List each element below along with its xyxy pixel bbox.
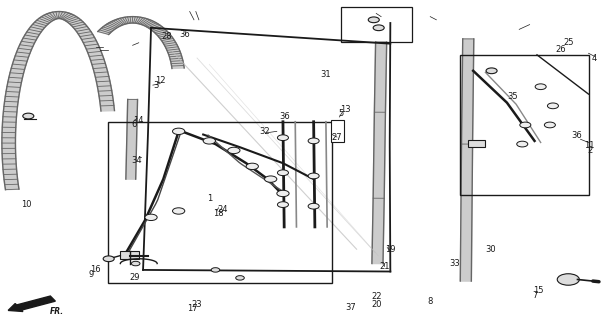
Circle shape [547, 103, 558, 109]
Text: 9: 9 [89, 269, 94, 279]
Text: 6: 6 [132, 120, 137, 130]
Circle shape [308, 203, 319, 209]
Circle shape [517, 141, 528, 147]
Text: 27: 27 [331, 133, 343, 142]
Circle shape [520, 122, 531, 128]
Text: 23: 23 [192, 300, 202, 308]
Circle shape [557, 274, 579, 285]
Text: FR.: FR. [50, 307, 64, 316]
Circle shape [277, 190, 289, 197]
Circle shape [535, 84, 546, 90]
Circle shape [145, 214, 157, 220]
FancyArrow shape [8, 296, 55, 311]
Text: 1: 1 [207, 194, 212, 203]
Text: 33: 33 [450, 259, 460, 268]
Circle shape [103, 256, 114, 262]
Polygon shape [126, 100, 138, 179]
Text: 10: 10 [21, 200, 32, 209]
Circle shape [23, 113, 34, 119]
Bar [341, 7, 412, 42]
Text: 36: 36 [279, 113, 290, 122]
Text: 11: 11 [584, 141, 595, 150]
Circle shape [486, 68, 497, 74]
Circle shape [373, 25, 384, 31]
Text: 35: 35 [508, 92, 518, 101]
Text: 4: 4 [592, 53, 597, 62]
Text: 22: 22 [371, 292, 381, 301]
Circle shape [308, 138, 319, 144]
Circle shape [277, 135, 288, 140]
Text: 26: 26 [555, 44, 566, 54]
Text: 28: 28 [161, 32, 172, 41]
Text: 37: 37 [345, 303, 356, 312]
Polygon shape [460, 39, 474, 281]
Bar [331, 120, 344, 142]
Circle shape [308, 173, 319, 179]
Circle shape [544, 122, 555, 128]
Text: 12: 12 [155, 76, 165, 85]
Polygon shape [98, 17, 184, 68]
Polygon shape [2, 12, 114, 190]
Circle shape [368, 17, 379, 23]
Text: 34: 34 [132, 156, 142, 164]
Text: 13: 13 [340, 105, 351, 114]
Text: 3: 3 [153, 81, 159, 90]
Circle shape [132, 261, 140, 266]
Text: 19: 19 [385, 245, 395, 254]
Polygon shape [372, 42, 387, 264]
Text: 32: 32 [260, 127, 270, 136]
Text: 31: 31 [320, 70, 331, 79]
Circle shape [172, 208, 184, 214]
Circle shape [277, 202, 288, 207]
Text: 20: 20 [371, 300, 381, 308]
Text: 21: 21 [379, 262, 389, 271]
Text: 8: 8 [427, 297, 433, 306]
Text: 36: 36 [571, 131, 582, 140]
Circle shape [264, 176, 277, 182]
Circle shape [203, 138, 215, 144]
Text: 16: 16 [90, 265, 101, 274]
Text: 14: 14 [133, 116, 144, 125]
Circle shape [277, 170, 288, 176]
Text: 36: 36 [180, 30, 190, 39]
Text: 15: 15 [534, 286, 544, 295]
Circle shape [211, 268, 220, 272]
Text: 24: 24 [218, 204, 228, 213]
Text: 7: 7 [532, 291, 538, 300]
Text: 30: 30 [485, 245, 496, 254]
Text: 29: 29 [129, 273, 140, 282]
Circle shape [172, 128, 184, 134]
Bar [108, 122, 332, 283]
Text: 2: 2 [587, 146, 592, 155]
Circle shape [228, 147, 240, 154]
Bar [121, 251, 139, 259]
Text: 17: 17 [187, 304, 197, 313]
Circle shape [246, 163, 258, 170]
Circle shape [236, 276, 244, 280]
Text: 5: 5 [339, 109, 344, 118]
Bar [468, 140, 485, 147]
Text: 25: 25 [563, 38, 574, 47]
Text: 18: 18 [213, 209, 224, 218]
